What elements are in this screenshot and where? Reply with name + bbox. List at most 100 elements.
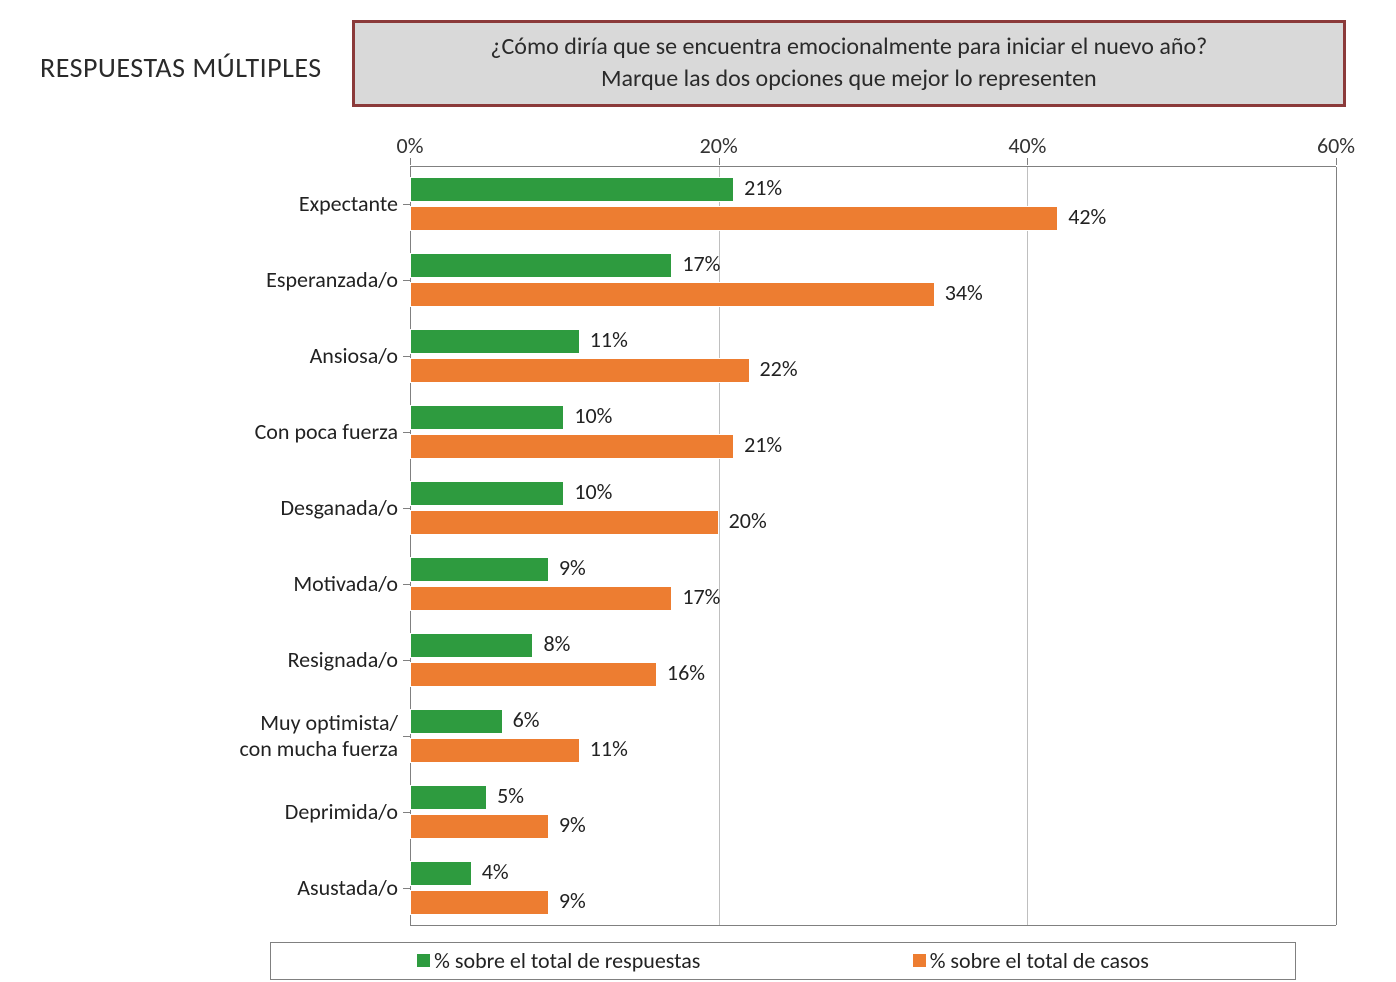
bar-series-a bbox=[410, 405, 564, 430]
value-label: 4% bbox=[482, 859, 509, 884]
chart-row: Muy optimista/ con mucha fuerza 6% 11% bbox=[170, 698, 1336, 774]
value-label: 20% bbox=[729, 508, 767, 533]
chart-row: Deprimida/o 5% 9% bbox=[170, 774, 1336, 850]
chart-row: Motivada/o9%17% bbox=[170, 546, 1336, 622]
value-label: 6% bbox=[513, 707, 540, 732]
bar-series-a bbox=[410, 481, 564, 506]
x-tick-label: 20% bbox=[700, 132, 738, 159]
category-label: Motivada/o bbox=[170, 571, 404, 596]
x-tick-label: 40% bbox=[1008, 132, 1046, 159]
legend: % sobre el total de respuestas % sobre e… bbox=[270, 942, 1296, 980]
value-label: 21% bbox=[744, 432, 782, 457]
y-tick-mark bbox=[403, 888, 410, 889]
value-label: 10% bbox=[574, 479, 612, 504]
y-tick-mark bbox=[403, 736, 410, 737]
y-tick-mark bbox=[403, 508, 410, 509]
legend-swatch-series-a bbox=[417, 954, 430, 967]
value-label: 9% bbox=[559, 888, 586, 913]
bar-series-b bbox=[410, 586, 672, 611]
bar-series-b bbox=[410, 510, 719, 535]
category-label: Resignada/o bbox=[170, 647, 404, 672]
legend-label-series-b: % sobre el total de casos bbox=[930, 947, 1149, 974]
bars-area: 21% 42% bbox=[410, 166, 1336, 242]
value-label: 21% bbox=[744, 175, 782, 200]
bar-series-b bbox=[410, 738, 580, 763]
bar-series-a bbox=[410, 177, 734, 202]
bar-series-a bbox=[410, 329, 580, 354]
category-label: Deprimida/o bbox=[170, 799, 404, 824]
bar-series-b bbox=[410, 358, 750, 383]
chart-row: Esperanzada/o 17% 34% bbox=[170, 242, 1336, 318]
value-label: 11% bbox=[590, 736, 628, 761]
category-label: Con poca fuerza bbox=[170, 419, 404, 444]
value-label: 5% bbox=[497, 783, 524, 808]
category-label: Muy optimista/ con mucha fuerza bbox=[170, 710, 404, 761]
value-label: 17% bbox=[682, 251, 720, 276]
bars-area: 11% 22% bbox=[410, 318, 1336, 394]
category-label: Desganada/o bbox=[170, 495, 404, 520]
value-label: 17% bbox=[682, 584, 720, 609]
chart-row: Desganada/o 10% 20% bbox=[170, 470, 1336, 546]
bars-area: 6% 11% bbox=[410, 698, 1336, 774]
value-label: 42% bbox=[1068, 204, 1106, 229]
x-axis-area: 0%20%40%60% bbox=[410, 132, 1336, 166]
bar-series-b bbox=[410, 662, 657, 687]
page-heading: RESPUESTAS MÚLTIPLES bbox=[40, 42, 322, 85]
legend-item-series-a: % sobre el total de respuestas bbox=[417, 947, 700, 974]
bar-series-a bbox=[410, 785, 487, 810]
y-tick-mark bbox=[403, 204, 410, 205]
value-label: 16% bbox=[667, 660, 705, 685]
bars-area: 10% 20% bbox=[410, 470, 1336, 546]
chart-row: Resignada/o 8% 16% bbox=[170, 622, 1336, 698]
x-axis: 0%20%40%60% bbox=[170, 132, 1336, 166]
chart-row: Ansiosa/o 11% 22% bbox=[170, 318, 1336, 394]
category-label: Esperanzada/o bbox=[170, 267, 404, 292]
value-label: 11% bbox=[590, 327, 628, 352]
y-tick-mark bbox=[403, 356, 410, 357]
bars-area: 5% 9% bbox=[410, 774, 1336, 850]
bars-area: 8% 16% bbox=[410, 622, 1336, 698]
x-tick-label: 0% bbox=[397, 132, 424, 159]
chart-row: Asustada/o 4% 9% bbox=[170, 850, 1336, 926]
category-label: Asustada/o bbox=[170, 875, 404, 900]
y-tick-mark bbox=[403, 432, 410, 433]
chart: 0%20%40%60% Expectante21%42%Esperanzada/… bbox=[170, 132, 1336, 926]
bar-series-b bbox=[410, 814, 549, 839]
bar-series-a bbox=[410, 709, 503, 734]
legend-label-series-a: % sobre el total de respuestas bbox=[434, 947, 700, 974]
header: RESPUESTAS MÚLTIPLES ¿Cómo diría que se … bbox=[40, 20, 1346, 107]
x-tick-mark bbox=[410, 158, 411, 165]
legend-item-series-b: % sobre el total de casos bbox=[913, 947, 1149, 974]
bars-area: 10% 21% bbox=[410, 394, 1336, 470]
bar-series-b bbox=[410, 890, 549, 915]
category-label: Expectante bbox=[170, 191, 404, 216]
question-box: ¿Cómo diría que se encuentra emocionalme… bbox=[352, 20, 1346, 107]
bar-series-b bbox=[410, 434, 734, 459]
bar-series-b bbox=[410, 282, 935, 307]
chart-row: Expectante 21% 42% bbox=[170, 166, 1336, 242]
y-tick-mark bbox=[403, 812, 410, 813]
value-label: 22% bbox=[760, 356, 798, 381]
y-tick-mark bbox=[403, 660, 410, 661]
bars-area: 9%17% bbox=[410, 546, 1336, 622]
legend-swatch-series-b bbox=[913, 954, 926, 967]
category-label: Ansiosa/o bbox=[170, 343, 404, 368]
bar-series-a bbox=[410, 861, 472, 886]
value-label: 34% bbox=[945, 280, 983, 305]
x-tick-label: 60% bbox=[1317, 132, 1355, 159]
chart-row: Con poca fuerza 10% 21% bbox=[170, 394, 1336, 470]
bars-area: 17% 34% bbox=[410, 242, 1336, 318]
value-label: 8% bbox=[543, 631, 570, 656]
y-tick-mark bbox=[403, 584, 410, 585]
value-label: 10% bbox=[574, 403, 612, 428]
value-label: 9% bbox=[559, 812, 586, 837]
grid-line-vertical bbox=[1336, 167, 1337, 925]
bars-area: 4% 9% bbox=[410, 850, 1336, 926]
x-tick-mark bbox=[1027, 158, 1028, 165]
page: RESPUESTAS MÚLTIPLES ¿Cómo diría que se … bbox=[0, 0, 1396, 982]
bar-series-a bbox=[410, 253, 672, 278]
plot-area: Expectante 21% 42% Esperanzada/o 17% 34% Ansio… bbox=[170, 166, 1336, 926]
x-tick-mark bbox=[719, 158, 720, 165]
bar-series-a bbox=[410, 633, 533, 658]
x-tick-mark bbox=[1336, 158, 1337, 165]
